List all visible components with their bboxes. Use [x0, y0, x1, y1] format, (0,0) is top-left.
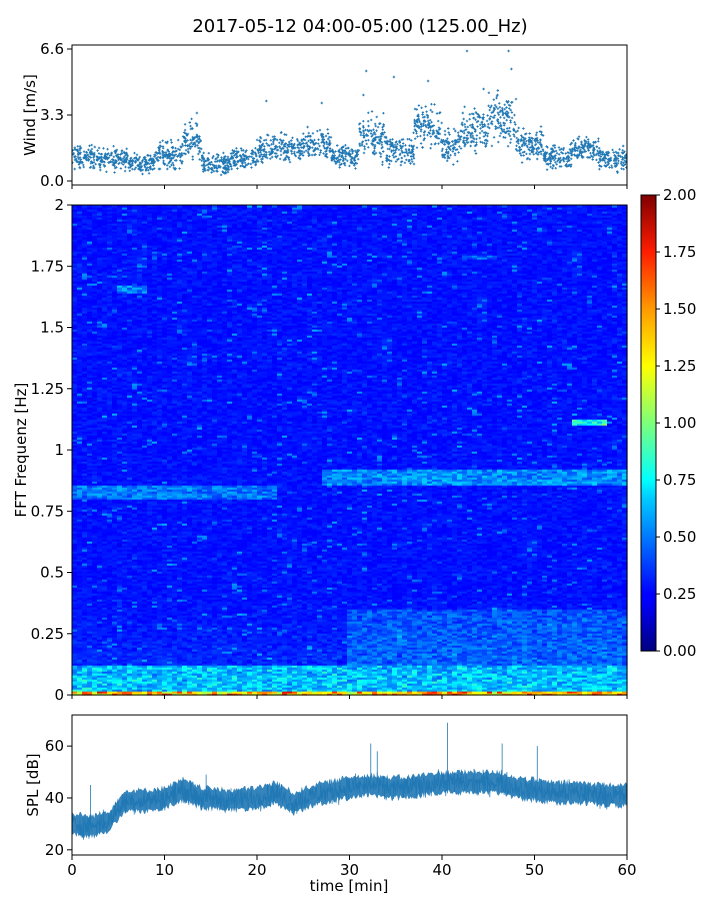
wind-y-ticks: 0.0 3.3 6.6 — [40, 40, 72, 190]
wind-y-tick-label: 6.6 — [40, 40, 64, 58]
wind-panel: 0.0 3.3 6.6 Wind [m/s] — [21, 40, 628, 190]
wind-scatter-points — [71, 50, 628, 176]
wind-y-tick-label: 3.3 — [40, 106, 64, 124]
wind-y-tick-label: 0.0 — [40, 172, 64, 190]
spectrogram-heatmap — [72, 205, 628, 696]
figure-title: 2017-05-12 04:00-05:00 (125.00_Hz) — [192, 16, 527, 37]
wind-x-ticks — [72, 185, 627, 189]
wind-axes-frame — [72, 45, 627, 185]
wind-y-axis-label: Wind [m/s] — [21, 74, 39, 156]
wind-data-markers — [71, 50, 628, 176]
